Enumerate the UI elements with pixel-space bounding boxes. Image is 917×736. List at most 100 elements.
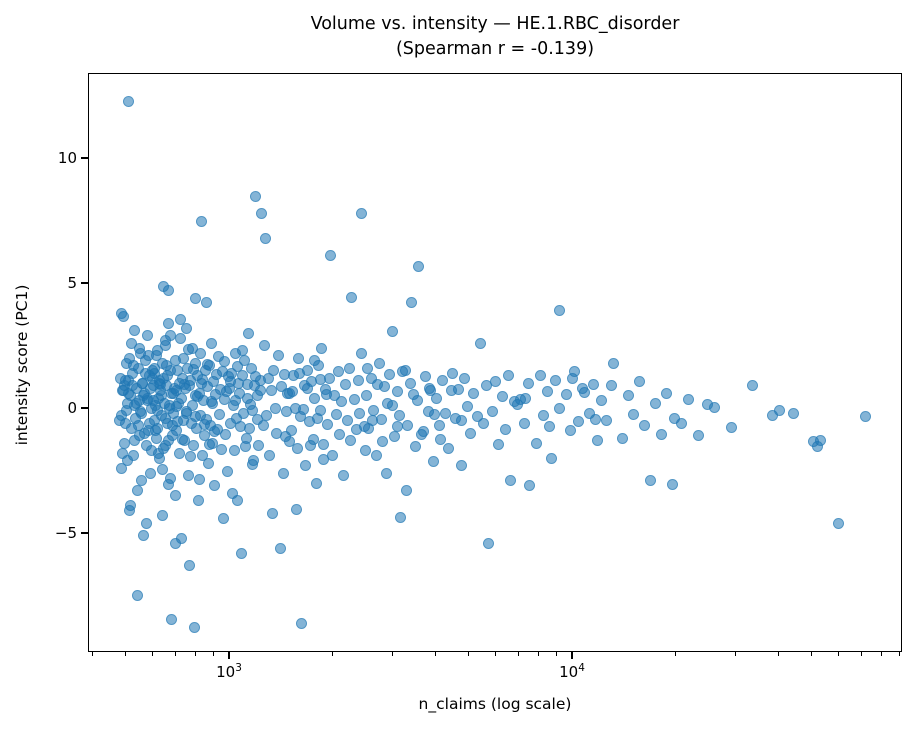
data-point <box>259 340 271 351</box>
data-point <box>324 249 336 261</box>
data-point <box>129 325 141 336</box>
y-tick-label: 0 <box>67 399 77 417</box>
data-point <box>229 395 241 406</box>
data-point <box>224 376 236 388</box>
data-point <box>401 485 413 496</box>
data-point <box>519 417 531 429</box>
x-minor-tick <box>811 652 813 656</box>
data-point <box>116 447 128 459</box>
data-point <box>788 407 800 419</box>
data-point <box>345 435 357 446</box>
data-point <box>174 332 186 344</box>
data-point <box>549 375 561 386</box>
data-point <box>519 392 531 404</box>
data-point <box>493 438 505 450</box>
data-point <box>372 378 383 390</box>
data-point <box>435 433 447 445</box>
data-point <box>128 360 140 371</box>
data-point <box>859 410 871 422</box>
data-point <box>134 342 146 354</box>
y-major-tick <box>81 282 88 284</box>
x-major-tick <box>571 652 573 659</box>
data-point <box>692 430 704 441</box>
data-point <box>440 407 452 419</box>
x-minor-tick <box>195 652 197 656</box>
data-point <box>650 397 662 409</box>
data-point <box>249 371 261 383</box>
data-point <box>142 330 154 341</box>
data-point <box>149 425 161 436</box>
x-minor-tick <box>125 652 127 656</box>
data-point <box>309 392 321 404</box>
data-point <box>530 437 542 449</box>
data-point <box>193 495 205 506</box>
data-point <box>542 386 554 398</box>
data-point <box>502 370 514 381</box>
data-point <box>455 415 467 426</box>
data-point <box>176 433 188 445</box>
data-point <box>185 451 197 463</box>
data-point <box>169 490 181 501</box>
data-point <box>269 402 281 414</box>
data-point <box>275 381 287 393</box>
data-point <box>254 385 266 396</box>
data-point <box>121 405 133 416</box>
data-point <box>189 621 201 633</box>
data-point <box>174 313 186 325</box>
data-point <box>316 342 328 354</box>
data-point <box>134 406 146 418</box>
data-point <box>242 378 254 390</box>
data-point <box>295 617 307 629</box>
data-point <box>318 438 330 450</box>
data-point <box>628 408 640 420</box>
chart-title-line1: Volume vs. intensity — HE.1.RBC_disorder <box>310 14 680 34</box>
data-point <box>428 408 440 420</box>
data-point <box>592 435 604 446</box>
data-point <box>131 485 143 496</box>
data-point <box>359 445 371 456</box>
data-point <box>482 537 494 549</box>
data-point <box>138 427 150 439</box>
data-point <box>219 356 231 368</box>
data-point <box>265 385 277 396</box>
data-point <box>160 340 172 351</box>
data-point <box>205 337 217 349</box>
data-point <box>162 285 174 296</box>
data-point <box>234 421 246 433</box>
data-point <box>544 421 556 433</box>
x-major-tick <box>228 652 230 659</box>
data-point <box>189 411 201 423</box>
data-point <box>172 416 184 428</box>
data-point <box>430 392 442 404</box>
data-point <box>192 391 204 403</box>
data-point <box>383 368 395 380</box>
data-point <box>301 382 313 394</box>
data-point <box>709 401 721 413</box>
data-point <box>159 412 171 424</box>
x-minor-tick <box>152 652 154 656</box>
data-point <box>361 362 373 374</box>
data-point <box>173 447 185 459</box>
data-point <box>188 440 200 451</box>
data-point <box>154 378 166 390</box>
data-point <box>607 357 619 369</box>
data-point <box>213 408 225 420</box>
data-point <box>228 445 240 456</box>
data-point <box>437 375 449 386</box>
data-point <box>290 503 302 515</box>
data-point <box>499 423 511 435</box>
data-point <box>389 431 401 443</box>
x-tick-label: 103 <box>216 662 242 681</box>
data-point <box>166 613 178 625</box>
data-point <box>332 366 344 378</box>
data-point <box>200 296 212 308</box>
x-tick-label: 104 <box>559 662 585 681</box>
data-point <box>264 450 276 461</box>
data-point <box>195 215 207 227</box>
data-point <box>129 435 141 446</box>
data-point <box>459 372 471 384</box>
data-point <box>268 365 280 376</box>
data-point <box>538 410 550 421</box>
y-major-tick <box>81 407 88 409</box>
data-point <box>274 542 286 554</box>
